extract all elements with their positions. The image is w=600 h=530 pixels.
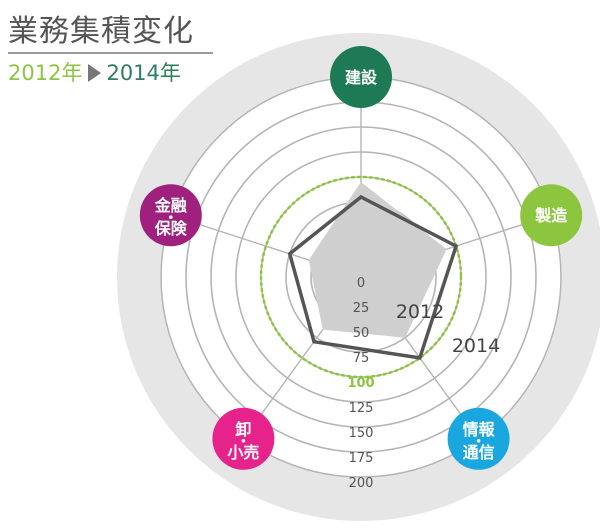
axis-badge-label: 建設 [345,68,378,87]
axis-badge [520,184,583,247]
series-layer: 2012 2014 [259,175,500,379]
title-underline [8,52,213,54]
axis-badge-label: 製造 [534,206,568,225]
axis-badge [447,407,510,470]
scale-tick-label: 25 [353,301,370,316]
axis-badge-separator-dot [169,215,173,219]
axis-badge-separator-dot [241,439,246,443]
axis-badge-label: 金融 [154,196,187,215]
year-from-label: 2012年 [8,61,83,85]
series-2012-area [308,182,447,338]
year-comparison: 2012年 2014年 [8,60,213,86]
series-2014-outline [287,194,459,360]
axis-badge [212,407,275,470]
axis-badge-label: 通信 [463,443,495,462]
axis-badge-label: 保険 [154,219,188,238]
scale-tick-label: 0 [357,276,365,291]
axis-badge [139,184,202,247]
axis-badge-separator-dot [476,439,481,443]
year-to-label: 2014年 [106,61,181,85]
scale-tick-label: 150 [349,426,374,441]
scale-tick-label: 50 [353,326,370,341]
axis-badge-label: 小売 [227,443,259,462]
scale-tick-labels: 0 25 50 75 100 125 150 175 200 [347,276,374,491]
reference-100-ring [259,175,463,379]
right-arrow-icon [88,64,102,82]
series-label-2014: 2014 [452,335,500,357]
scale-tick-label: 125 [349,401,374,416]
axis-badge-label: 情報 [463,420,496,439]
scale-tick-label: 75 [353,351,370,366]
axis-badge [330,46,392,108]
chart-title: 業務集積変化 [8,14,194,49]
scale-tick-label: 175 [349,451,374,466]
title-block: 業務集積変化 2012年 2014年 [8,12,213,86]
axis-badge-label: 卸 [235,420,251,439]
scale-tick-label: 200 [349,476,374,491]
scale-tick-label: 100 [347,376,374,391]
series-label-2012: 2012 [396,301,444,323]
